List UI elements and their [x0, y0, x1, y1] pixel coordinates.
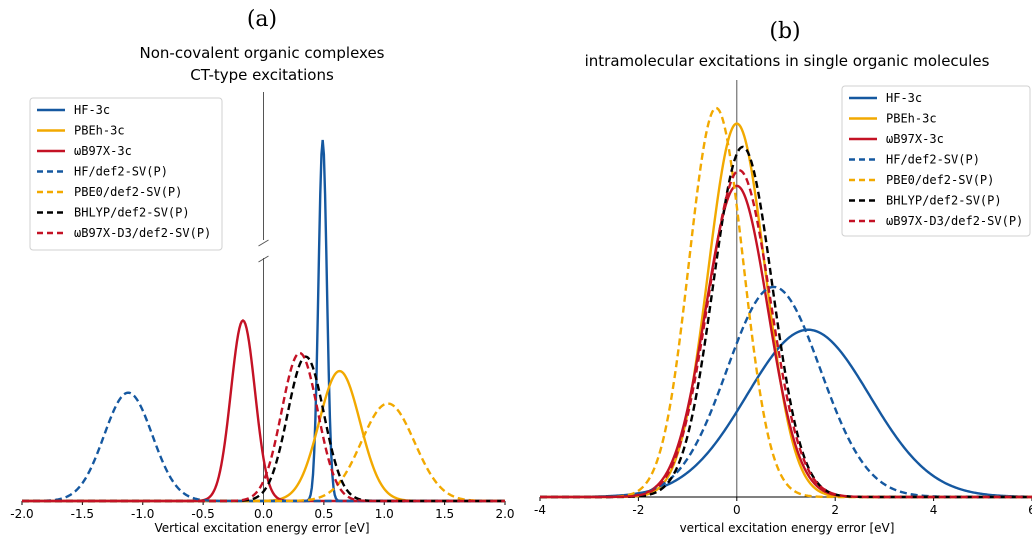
panel-b-chart: (b) intramolecular excitations in single… [534, 19, 1032, 535]
x-tick-label: 4 [930, 503, 938, 517]
x-tick-label: -2 [632, 503, 644, 517]
legend-label-omegab97x-3c: ωB97X-3c [886, 132, 944, 146]
legend-label-bhlyp-def2-sv-p: BHLYP/def2-SV(P) [74, 206, 190, 220]
legend-label-pbeh-3c: PBEh-3c [74, 124, 125, 138]
x-tick-label: 0 [733, 503, 741, 517]
legend-label-omegab97x-3c: ωB97X-3c [74, 144, 132, 158]
series-line-omegab97x-d3-def2-sv-p [22, 351, 505, 503]
x-tick-label: -0.5 [191, 507, 214, 521]
series-line-hf-def2-sv-p [540, 285, 1032, 499]
x-tick-label: -2.0 [10, 507, 33, 521]
x-tick-label: -1.5 [71, 507, 94, 521]
panel-b-label: (b) [769, 19, 800, 44]
axis-break-mark [258, 255, 269, 263]
legend-label-hf-3c: HF-3c [74, 103, 110, 117]
panel-a-chart: (a) Non-covalent organic complexes CT-ty… [10, 7, 514, 535]
series-line-omegab97x-d3-def2-sv-p [540, 169, 1032, 499]
x-tick-label: 2.0 [495, 507, 514, 521]
panel-a-title-line-2: CT-type excitations [190, 66, 334, 84]
panel-b-title: intramolecular excitations in single org… [585, 52, 990, 70]
x-tick-label: 1.0 [375, 507, 394, 521]
legend-label-hf-3c: HF-3c [886, 91, 922, 105]
x-tick-label: 6 [1028, 503, 1032, 517]
legend-frame [29, 97, 223, 251]
legend-label-pbe0-def2-sv-p: PBE0/def2-SV(P) [74, 185, 182, 199]
legend-label-pbeh-3c: PBEh-3c [886, 112, 937, 126]
x-tick-label: -1.0 [131, 507, 154, 521]
axis-break-mark [258, 239, 269, 247]
panel-a-label: (a) [247, 7, 277, 32]
legend-label-hf-def2-sv-p: HF/def2-SV(P) [74, 165, 168, 179]
legend-label-hf-def2-sv-p: HF/def2-SV(P) [886, 153, 980, 167]
panel-b-legend: HF-3c PBEh-3c ωB97X-3c HF/def2-SV(P) PBE0/de… [841, 85, 1031, 237]
x-tick-label: 0.0 [254, 507, 273, 521]
panel-a-legend: HF-3c PBEh-3c ωB97X-3c HF/def2-SV(P) PBE0/de… [29, 97, 223, 251]
panel-a-title-line-1: Non-covalent organic complexes [140, 44, 385, 62]
legend-label-omegab97x-d3-def2-sv-p: ωB97X-D3/def2-SV(P) [74, 226, 211, 240]
panel-a-x-axis-label: Vertical excitation energy error [eV] [154, 521, 369, 535]
x-tick-label: -4 [534, 503, 546, 517]
x-tick-label: 2 [831, 503, 839, 517]
legend-label-omegab97x-d3-def2-sv-p: ωB97X-D3/def2-SV(P) [886, 214, 1023, 228]
x-tick-label: 0.5 [314, 507, 333, 521]
legend-label-pbe0-def2-sv-p: PBE0/def2-SV(P) [886, 173, 994, 187]
x-tick-label: 1.5 [435, 507, 454, 521]
legend-frame [841, 85, 1031, 237]
legend-label-bhlyp-def2-sv-p: BHLYP/def2-SV(P) [886, 194, 1002, 208]
panel-b-x-axis-label: vertical excitation energy error [eV] [680, 521, 895, 535]
